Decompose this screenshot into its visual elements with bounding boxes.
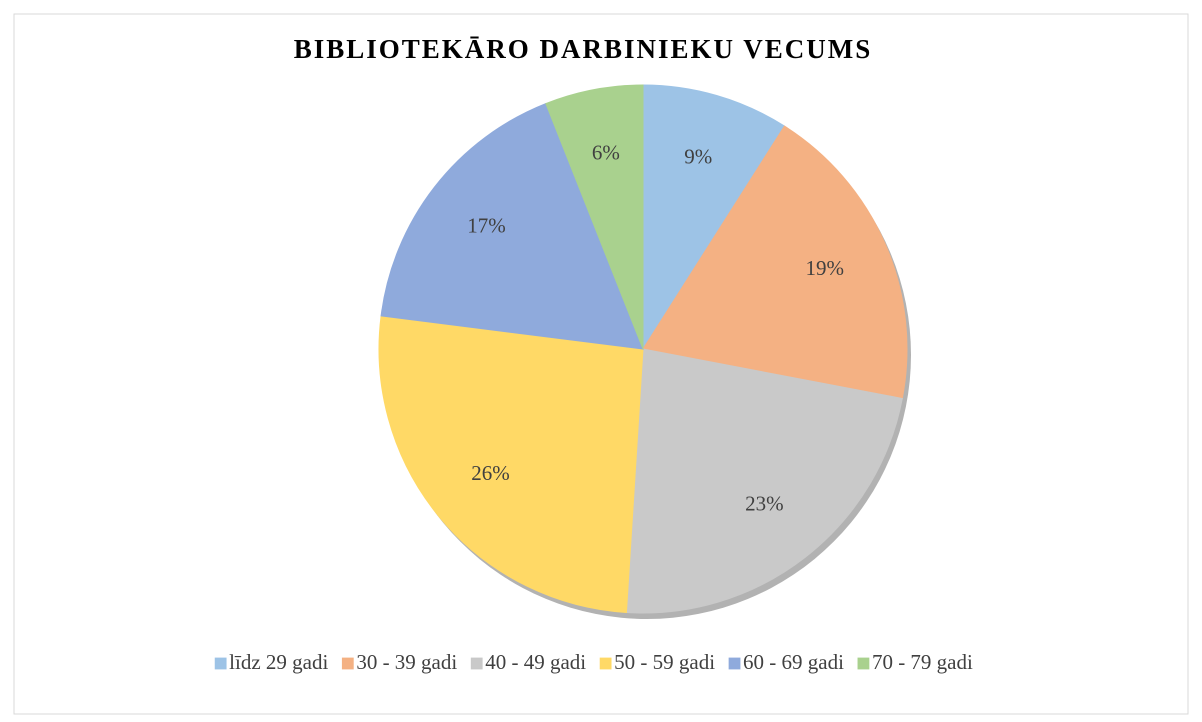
legend-label: 50 - 59 gadi (614, 650, 715, 674)
legend-label: 60 - 69 gadi (743, 650, 844, 674)
pie-slice (625, 348, 903, 614)
pie-slice (642, 125, 908, 400)
legend-swatch (857, 657, 870, 670)
legend-swatch (341, 657, 354, 670)
data-label: 19% (805, 256, 844, 280)
legend-label: 70 - 79 gadi (872, 650, 973, 674)
pie-slice (545, 84, 644, 350)
data-label: 6% (592, 140, 620, 164)
chart-title: BIBLIOTEKĀRO DARBINIEKU VECUMS (294, 34, 873, 64)
pie-slice (378, 315, 644, 614)
legend-swatch (599, 657, 612, 670)
legend-swatch (470, 657, 483, 670)
pie: 9% 19% 23% 26% 17% 6% (378, 84, 911, 619)
legend: līdz 29 gadi 30 - 39 gadi 40 - 49 gadi 50 -… (214, 650, 973, 674)
legend-label: 40 - 49 gadi (485, 650, 586, 674)
legend-label: līdz 29 gadi (229, 650, 328, 674)
legend-swatch (214, 657, 227, 670)
pie-slice (642, 84, 786, 351)
data-label: 17% (467, 213, 506, 237)
legend-swatch (728, 657, 741, 670)
data-label: 23% (745, 491, 784, 515)
pie-slice (380, 102, 644, 350)
data-label: 9% (684, 145, 712, 169)
data-label: 26% (471, 461, 510, 485)
legend-label: 30 - 39 gadi (356, 650, 457, 674)
